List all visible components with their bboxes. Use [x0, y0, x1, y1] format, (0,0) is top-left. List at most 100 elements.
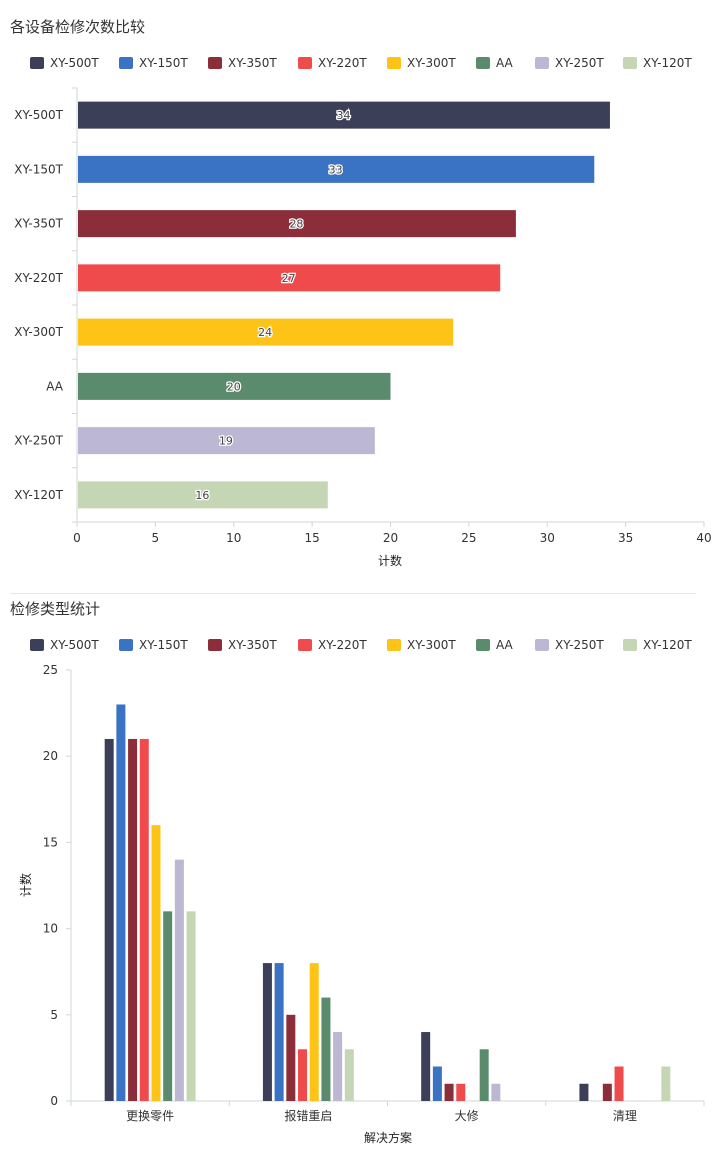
chart2-bar-xy-500t-cat-1 — [262, 963, 272, 1101]
chart2-legend-swatch-xy-350t — [208, 639, 222, 651]
chart2-bar-xy-500t-cat-3 — [579, 1083, 589, 1101]
chart1-y-tick-label: AA — [46, 379, 64, 393]
chart1-data-label-xy-300t: 24 — [258, 326, 272, 339]
chart1-bar-xy-500t — [78, 101, 610, 129]
chart2-bar-xy-150t-cat-1 — [274, 963, 284, 1101]
chart2-bar-xy-120t-cat-1 — [344, 1049, 354, 1101]
chart2-y-axis-title: 计数 — [18, 873, 33, 897]
chart1-bar-xy-120t — [78, 481, 328, 509]
chart1-data-label-xy-250t: 19 — [219, 435, 233, 448]
chart2-title: 检修类型统计 — [10, 600, 101, 618]
chart2-bar-xy-220t-cat-1 — [298, 1049, 308, 1101]
chart1-y-tick-label: XY-300T — [14, 325, 63, 339]
chart1-legend-label-xy-220t: XY-220T — [318, 56, 367, 70]
chart1-equipment-maintenance-count: XY-500T XY-150T XY-350T XY-220T XY-300T AA XY-… — [14, 56, 711, 568]
chart2-bar-xy-220t-cat-3 — [614, 1066, 624, 1101]
chart2-legend-label-xy-220t: XY-220T — [318, 638, 367, 652]
chart2-legend-swatch-xy-220t — [298, 639, 312, 651]
chart1-legend-swatch-xy-350t — [208, 57, 222, 69]
chart2-bar-xy-350t-cat-0 — [128, 738, 138, 1101]
chart1-bar-xy-250t — [78, 427, 375, 455]
chart1-legend-swatch-xy-120t — [623, 57, 637, 69]
chart1-legend-swatch-aa — [476, 57, 490, 69]
chart2-legend-swatch-xy-120t — [623, 639, 637, 651]
chart1-legend-swatch-xy-150t — [119, 57, 133, 69]
chart2-bar-xy-150t-cat-0 — [116, 704, 126, 1101]
chart1-x-tick-label: 0 — [73, 531, 81, 545]
chart2-legend-label-xy-300t: XY-300T — [407, 638, 456, 652]
chart1-x-tick-label: 30 — [540, 531, 555, 545]
chart1-data-label-xy-220t: 27 — [282, 272, 296, 285]
chart1-legend-swatch-xy-250t — [535, 57, 549, 69]
chart2-y-tick-label: 25 — [43, 663, 58, 677]
chart2-bar-xy-120t-cat-3 — [661, 1066, 671, 1101]
chart2-legend-label-xy-350t: XY-350T — [228, 638, 277, 652]
chart1-y-tick-label: XY-150T — [14, 162, 63, 176]
chart1-x-axis-title: 计数 — [378, 553, 402, 568]
chart1-x-tick-label: 10 — [226, 531, 241, 545]
chart1-legend-label-xy-150t: XY-150T — [139, 56, 188, 70]
chart1-legend-label-xy-500t: XY-500T — [50, 56, 99, 70]
chart1-legend-swatch-xy-500t — [30, 57, 44, 69]
chart1-legend-label-xy-300t: XY-300T — [407, 56, 456, 70]
chart2-legend-label-xy-150t: XY-150T — [139, 638, 188, 652]
chart1-title: 各设备检修次数比较 — [10, 18, 146, 36]
chart2-bar-xy-350t-cat-1 — [286, 1014, 296, 1101]
chart2-bar-xy-150t-cat-2 — [432, 1066, 442, 1101]
chart2-bar-xy-350t-cat-3 — [602, 1083, 612, 1101]
chart1-y-tick-label: XY-350T — [14, 217, 63, 231]
chart2-legend-swatch-xy-500t — [30, 639, 44, 651]
chart1-bar-xy-300t — [78, 318, 454, 346]
chart1-legend-label-aa: AA — [496, 56, 514, 70]
panel-divider — [10, 593, 696, 594]
chart1-legend-label-xy-250t: XY-250T — [555, 56, 604, 70]
chart2-y-tick-label: 5 — [50, 1008, 58, 1022]
chart1-data-label-xy-350t: 28 — [289, 218, 303, 231]
chart1-legend-swatch-xy-220t — [298, 57, 312, 69]
chart2-x-tick-label: 清理 — [613, 1109, 637, 1123]
chart2-legend-label-xy-120t: XY-120T — [643, 638, 692, 652]
chart2-legend-swatch-xy-300t — [387, 639, 401, 651]
chart2-legend-label-xy-500t: XY-500T — [50, 638, 99, 652]
chart2-bar-xy-220t-cat-0 — [139, 738, 149, 1101]
chart2-bar-aa-cat-2 — [479, 1049, 489, 1101]
chart1-data-label-xy-500t: 34 — [336, 109, 350, 122]
chart1-bar-aa — [78, 372, 391, 400]
chart2-bar-xy-300t-cat-1 — [309, 963, 319, 1101]
chart1-legend-label-xy-350t: XY-350T — [228, 56, 277, 70]
chart2-legend-label-xy-250t: XY-250T — [555, 638, 604, 652]
chart2-legend-swatch-aa — [476, 639, 490, 651]
chart2-bar-xy-250t-cat-1 — [333, 1032, 343, 1101]
chart2-bar-xy-220t-cat-2 — [456, 1083, 466, 1101]
chart1-y-tick-label: XY-250T — [14, 434, 63, 448]
chart1-x-tick-label: 35 — [618, 531, 633, 545]
chart2-legend-swatch-xy-150t — [119, 639, 133, 651]
chart1-y-tick-label: XY-500T — [14, 108, 63, 122]
chart1-data-label-aa: 20 — [227, 380, 241, 393]
chart2-y-tick-label: 0 — [50, 1094, 58, 1108]
chart2-y-tick-label: 20 — [43, 749, 58, 763]
chart2-bar-xy-250t-cat-2 — [491, 1083, 501, 1101]
chart1-y-tick-label: XY-220T — [14, 271, 63, 285]
chart1-legend-swatch-xy-300t — [387, 57, 401, 69]
chart1-x-tick-label: 15 — [304, 531, 319, 545]
chart2-bar-xy-500t-cat-2 — [421, 1032, 431, 1101]
chart1-x-tick-label: 20 — [383, 531, 398, 545]
chart1-data-label-xy-120t: 16 — [195, 489, 209, 502]
chart2-y-tick-label: 10 — [43, 922, 58, 936]
chart1-x-tick-label: 40 — [696, 531, 711, 545]
chart2-bar-aa-cat-1 — [321, 997, 331, 1101]
chart1-y-tick-label: XY-120T — [14, 488, 63, 502]
chart1-x-tick-label: 5 — [152, 531, 160, 545]
chart2-x-axis-title: 解决方案 — [364, 1130, 412, 1145]
chart1-x-tick-label: 25 — [461, 531, 476, 545]
chart2-x-tick-label: 更换零件 — [126, 1109, 174, 1123]
chart1-bar-xy-150t — [78, 155, 595, 183]
chart2-x-tick-label: 报错重启 — [284, 1108, 332, 1123]
chart2-bar-xy-120t-cat-0 — [186, 911, 196, 1101]
chart2-bar-xy-300t-cat-0 — [151, 825, 161, 1101]
chart1-legend-label-xy-120t: XY-120T — [643, 56, 692, 70]
chart2-bar-xy-500t-cat-0 — [104, 738, 114, 1101]
chart2-y-tick-label: 15 — [43, 835, 58, 849]
